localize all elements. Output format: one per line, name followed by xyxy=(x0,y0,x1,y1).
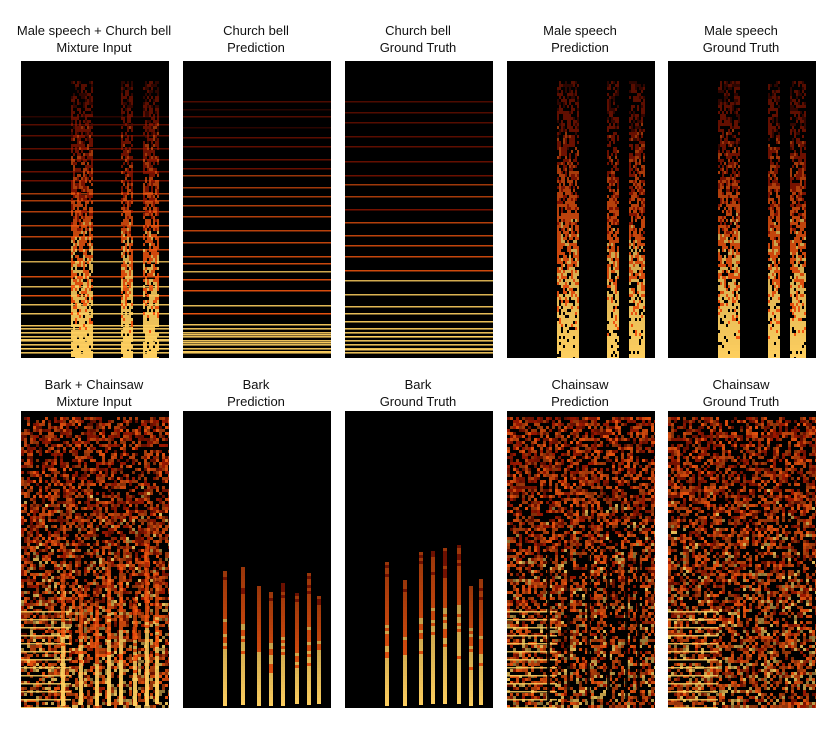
spectrogram-texture xyxy=(345,411,493,708)
spectrogram-image xyxy=(345,411,493,708)
spectrogram-texture xyxy=(668,411,816,708)
caption-line-1: Male speech xyxy=(543,23,617,38)
spectrogram-image xyxy=(21,411,169,708)
caption-line-2: Prediction xyxy=(227,394,285,409)
panel-caption: Chainsaw Ground Truth xyxy=(661,376,821,410)
panel-caption: Bark + Chainsaw Mixture Input xyxy=(14,376,174,410)
spectrogram-texture xyxy=(668,61,816,358)
spectrogram-texture xyxy=(507,61,655,358)
panel-caption: Male speech Ground Truth xyxy=(661,22,821,56)
spectrogram-image xyxy=(183,411,331,708)
spectrogram-image xyxy=(21,61,169,358)
caption-line-1: Bark + Chainsaw xyxy=(44,377,144,392)
caption-line-1: Bark xyxy=(404,377,432,392)
caption-line-1: Church bell xyxy=(385,23,451,38)
caption-line-1: Bark xyxy=(242,377,270,392)
caption-line-2: Mixture Input xyxy=(56,40,132,55)
panel-caption: Male speech + Church bell Mixture Input xyxy=(14,22,174,56)
caption-line-1: Church bell xyxy=(223,23,289,38)
caption-line-1: Chainsaw xyxy=(551,377,609,392)
panel-caption: Bark Prediction xyxy=(176,376,336,410)
panel-caption: Church bell Prediction xyxy=(176,22,336,56)
caption-line-2: Ground Truth xyxy=(702,394,780,409)
caption-line-2: Ground Truth xyxy=(379,40,457,55)
spectrogram-image xyxy=(507,61,655,358)
panel-caption: Bark Ground Truth xyxy=(338,376,498,410)
caption-line-2: Prediction xyxy=(227,40,285,55)
spectrogram-texture xyxy=(183,411,331,708)
caption-line-1: Male speech + Church bell xyxy=(16,23,172,38)
spectrogram-image xyxy=(668,411,816,708)
spectrogram-texture xyxy=(21,61,169,358)
spectrogram-texture xyxy=(507,411,655,708)
caption-line-2: Prediction xyxy=(551,40,609,55)
spectrogram-image xyxy=(668,61,816,358)
caption-line-2: Ground Truth xyxy=(702,40,780,55)
spectrogram-image xyxy=(183,61,331,358)
spectrogram-texture xyxy=(21,411,169,708)
spectrogram-image xyxy=(345,61,493,358)
caption-line-2: Ground Truth xyxy=(379,394,457,409)
caption-line-1: Male speech xyxy=(704,23,778,38)
caption-line-1: Chainsaw xyxy=(712,377,770,392)
panel-caption: Male speech Prediction xyxy=(500,22,660,56)
spectrogram-texture xyxy=(345,61,493,358)
spectrogram-texture xyxy=(183,61,331,358)
caption-line-2: Mixture Input xyxy=(56,394,132,409)
panel-caption: Church bell Ground Truth xyxy=(338,22,498,56)
caption-line-2: Prediction xyxy=(551,394,609,409)
spectrogram-image xyxy=(507,411,655,708)
panel-caption: Chainsaw Prediction xyxy=(500,376,660,410)
